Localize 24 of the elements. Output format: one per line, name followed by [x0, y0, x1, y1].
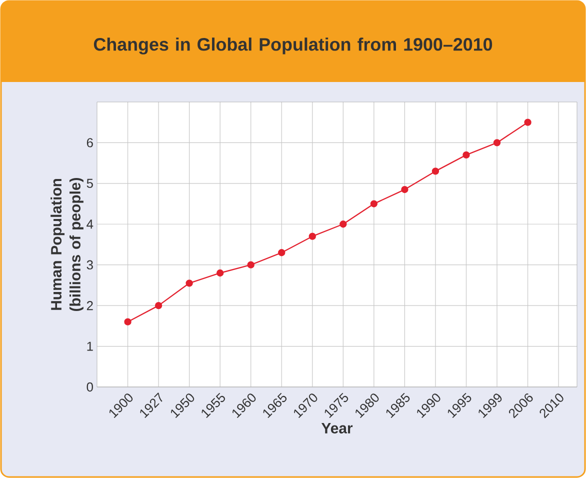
y-tick-label: 1 [87, 342, 93, 351]
point [432, 168, 440, 175]
point [216, 269, 224, 277]
y-tick-label: 3 [86, 260, 93, 270]
point [308, 232, 316, 240]
point [247, 261, 254, 268]
y-tick-label: 5 [86, 178, 93, 188]
x-axis-title: Year [321, 423, 353, 434]
point [401, 186, 408, 194]
point [124, 318, 132, 326]
chart-title: Changes in Global Population from 1900–2010 [94, 38, 492, 54]
y-tick-label: 4 [86, 220, 94, 229]
point [340, 220, 347, 228]
y-tick-label: 6 [86, 138, 93, 148]
y-axis-title: Human Population (billions of people) [50, 178, 84, 311]
point [493, 139, 501, 146]
y-tick-label: 0 [86, 382, 93, 392]
point [186, 280, 193, 287]
y-tick-label: 2 [86, 301, 93, 310]
point [154, 302, 162, 310]
point [462, 151, 470, 159]
point [278, 249, 286, 256]
point [524, 118, 532, 126]
point [370, 200, 378, 208]
